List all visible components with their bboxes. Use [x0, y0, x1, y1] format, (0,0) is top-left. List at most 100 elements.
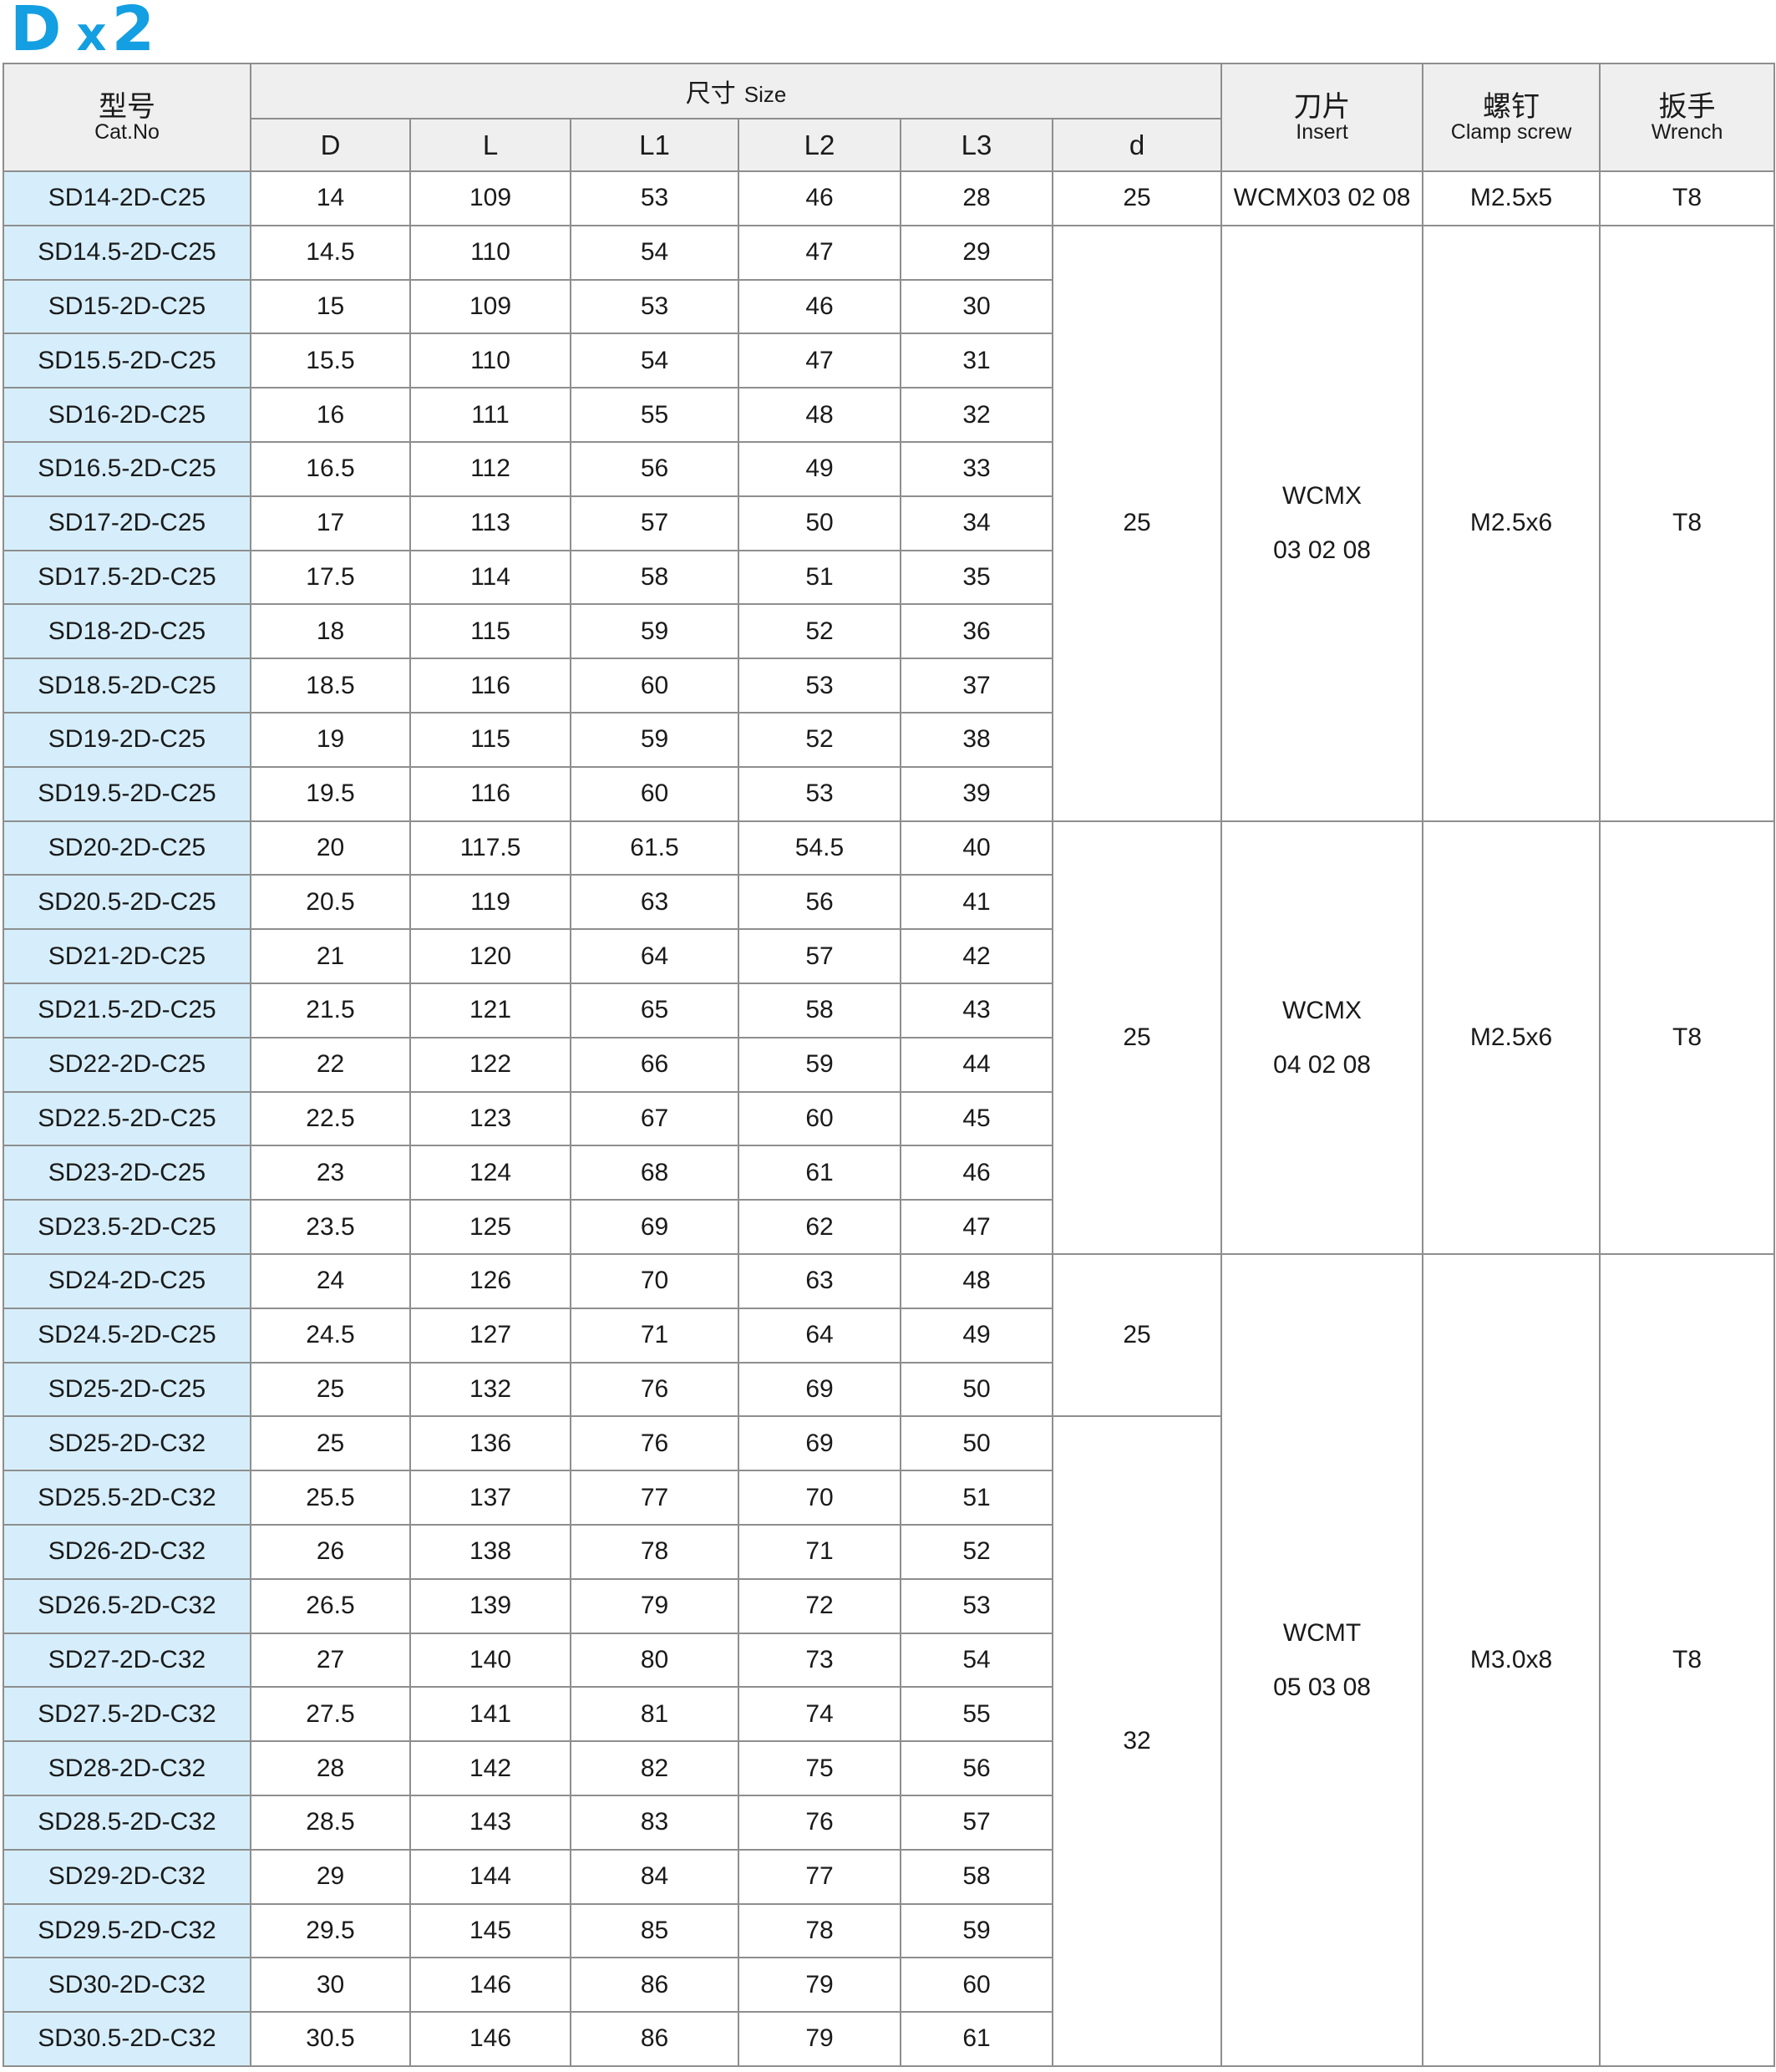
table-row: SD30.5-2D-C32 30.5 146 86 79 61: [3, 2011, 1774, 2067]
l-cell: 143: [409, 1794, 571, 1851]
table-row: SD23-2D-C25 23 124 68 61 46: [3, 1145, 1774, 1201]
l1-cell: 79: [570, 1577, 739, 1634]
l-cell: 141: [409, 1686, 571, 1743]
d-cell: 18.5: [250, 658, 411, 714]
clamp-screw-cell: M2.5x5: [1422, 170, 1601, 226]
l3-cell: 47: [900, 1199, 1053, 1255]
d-cell: 18: [250, 603, 411, 660]
l3-cell: 33: [900, 440, 1053, 497]
l3-cell: 45: [900, 1090, 1053, 1147]
table-row: SD14.5-2D-C25 14.5 110 54 47 29 25 WCMX 03 02 08…: [3, 224, 1776, 822]
l2-cell: 53: [738, 765, 901, 822]
l-cell: 110: [409, 333, 571, 389]
l-cell: 124: [409, 1145, 571, 1201]
l-cell: 112: [409, 440, 571, 497]
l-cell: 109: [409, 278, 571, 335]
d-cell: 25: [250, 1361, 411, 1418]
l2-cell: 51: [738, 549, 901, 606]
l1-cell: 53: [570, 278, 739, 335]
l1-cell: 86: [570, 1957, 739, 2014]
d-cell: 21.5: [250, 982, 411, 1039]
table-row: SD22-2D-C25 22 122 66 59 44: [3, 1036, 1774, 1093]
shank-d-cell: 25: [1051, 170, 1223, 226]
cat-no-cell: SD30.5-2D-C32: [3, 2011, 251, 2067]
table-row: SD22.5-2D-C25 22.5 123 67 60 45: [3, 1090, 1774, 1147]
table-row: SD25.5-2D-C32 25.5 137 77 70 51: [3, 1470, 1774, 1526]
d-cell: 24: [250, 1252, 411, 1309]
l-cell: 115: [409, 711, 571, 768]
l3-cell: 30: [900, 278, 1053, 335]
l2-cell: 69: [738, 1415, 901, 1472]
l1-cell: 63: [570, 874, 739, 931]
l2-cell: 47: [738, 224, 901, 281]
insert-code-line: 03 02 08: [1273, 536, 1371, 565]
l-cell: 144: [409, 1848, 571, 1905]
d-cell: 26: [250, 1523, 411, 1580]
l3-cell: 43: [900, 982, 1053, 1039]
d-cell: 17: [250, 495, 411, 551]
cat-no-cell: SD26-2D-C32: [3, 1523, 251, 1580]
d-cell: 19: [250, 711, 411, 768]
l3-cell: 34: [900, 495, 1053, 551]
l3-cell: 57: [900, 1794, 1053, 1851]
d-cell: 16.5: [250, 440, 411, 497]
l2-cell: 79: [738, 2011, 901, 2067]
l2-cell: 54.5: [738, 820, 901, 876]
insert-code-line: WCMX: [1282, 482, 1362, 510]
l2-cell: 74: [738, 1686, 901, 1743]
cat-no-cell: SD25.5-2D-C32: [3, 1470, 251, 1526]
l-cell: 120: [409, 928, 571, 984]
l3-cell: 35: [900, 549, 1053, 606]
table-row: SD21-2D-C25 21 120 64 57 42: [3, 928, 1774, 984]
table-row: SD16.5-2D-C25 16.5 112 56 49 33: [3, 440, 1774, 497]
d-cell: 29.5: [250, 1902, 411, 1959]
cat-no-cell: SD27-2D-C32: [3, 1632, 251, 1689]
l3-cell: 49: [900, 1307, 1053, 1364]
l-cell: 116: [409, 765, 571, 822]
l1-cell: 57: [570, 495, 739, 551]
table-row: SD18-2D-C25 18 115 59 52 36: [3, 603, 1774, 660]
l-cell: 117.5: [409, 820, 571, 876]
insert-cell: WCMX03 02 08: [1220, 170, 1424, 226]
title-number: 2: [111, 0, 155, 65]
l-cell: 111: [409, 387, 571, 443]
l-cell: 123: [409, 1090, 571, 1147]
d-cell: 23: [250, 1145, 411, 1201]
l1-cell: 53: [570, 170, 739, 226]
l-cell: 121: [409, 982, 571, 1039]
table-row: SD24.5-2D-C25 24.5 127 71 64 49: [3, 1307, 1774, 1364]
l-cell: 109: [409, 170, 571, 226]
header-col-l2: L2: [738, 118, 901, 172]
l-cell: 132: [409, 1361, 571, 1418]
table-row: SD17.5-2D-C25 17.5 114 58 51 35: [3, 549, 1774, 606]
d-cell: 16: [250, 387, 411, 443]
l1-cell: 61.5: [570, 820, 739, 876]
l2-cell: 75: [738, 1740, 901, 1796]
clamp-screw-cell: M2.5x6: [1422, 224, 1601, 822]
table-row: SD20.5-2D-C25 20.5 119 63 56 41: [3, 874, 1774, 931]
header-size: 尺寸 Size: [249, 63, 1223, 119]
l2-cell: 69: [738, 1361, 901, 1418]
l1-cell: 80: [570, 1632, 739, 1689]
d-cell: 25: [250, 1415, 411, 1472]
cat-no-cell: SD29-2D-C32: [3, 1848, 251, 1905]
cat-no-cell: SD25-2D-C25: [3, 1361, 251, 1418]
table-row: SD21.5-2D-C25 21.5 121 65 58 43: [3, 982, 1774, 1039]
cat-no-cell: SD14.5-2D-C25: [3, 224, 251, 281]
l-cell: 122: [409, 1036, 571, 1093]
l3-cell: 38: [900, 711, 1053, 768]
d-cell: 21: [250, 928, 411, 984]
l-cell: 136: [409, 1415, 571, 1472]
cat-no-cell: SD20-2D-C25: [3, 820, 251, 876]
l3-cell: 46: [900, 1145, 1053, 1201]
header-col-l3: L3: [900, 118, 1053, 172]
page-title: D x 2: [10, 0, 155, 60]
l1-cell: 76: [570, 1361, 739, 1418]
d-cell: 15: [250, 278, 411, 335]
cat-no-cell: SD17.5-2D-C25: [3, 549, 251, 606]
d-cell: 15.5: [250, 333, 411, 389]
l3-cell: 55: [900, 1686, 1053, 1743]
l-cell: 139: [409, 1577, 571, 1634]
spec-table: 型号 Cat.No 尺寸 Size 刀片 Insert 螺钉 Clamp scre…: [3, 63, 1776, 2067]
cat-no-cell: SD22-2D-C25: [3, 1036, 251, 1093]
